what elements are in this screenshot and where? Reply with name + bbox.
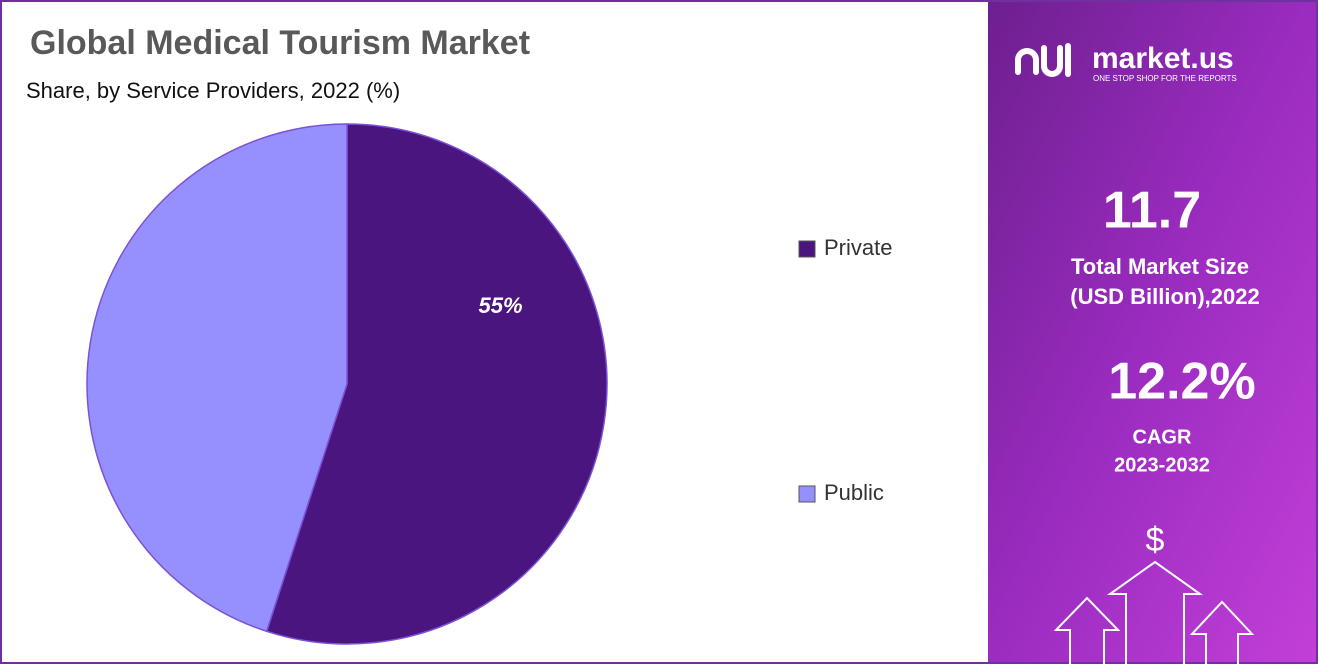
legend-swatch xyxy=(798,485,816,503)
panel-background xyxy=(988,2,1316,662)
market-size-label: Total Market Size xyxy=(1071,254,1249,279)
side-panel: market.us ONE STOP SHOP FOR THE REPORTS … xyxy=(988,2,1316,664)
market-size-label: (USD Billion),2022 xyxy=(1070,284,1259,309)
legend-label: Private xyxy=(824,235,892,260)
tagline: ONE STOP SHOP FOR THE REPORTS xyxy=(1093,74,1237,83)
cagr-label: 2023-2032 xyxy=(1114,454,1210,476)
legend-swatch xyxy=(798,240,816,258)
cagr-label: CAGR xyxy=(1133,426,1192,448)
dollar-icon: $ xyxy=(1146,521,1165,559)
cagr: 12.2% xyxy=(1108,353,1255,411)
arrows xyxy=(1053,560,1255,664)
pie: 55% xyxy=(86,123,608,645)
chart-title: Global Medical Tourism Market xyxy=(30,24,530,62)
legend-label: Public xyxy=(824,480,884,505)
logo-icon xyxy=(1015,43,1071,77)
pie-slice xyxy=(86,123,348,633)
chart-subtitle: Share, by Service Providers, 2022 (%) xyxy=(26,78,400,103)
data-label: 55% xyxy=(479,293,523,318)
pie-slice xyxy=(265,123,608,645)
market-size: 11.7 xyxy=(1103,182,1201,240)
brand: market.us xyxy=(1092,42,1234,75)
legend: Private Public xyxy=(798,235,892,505)
